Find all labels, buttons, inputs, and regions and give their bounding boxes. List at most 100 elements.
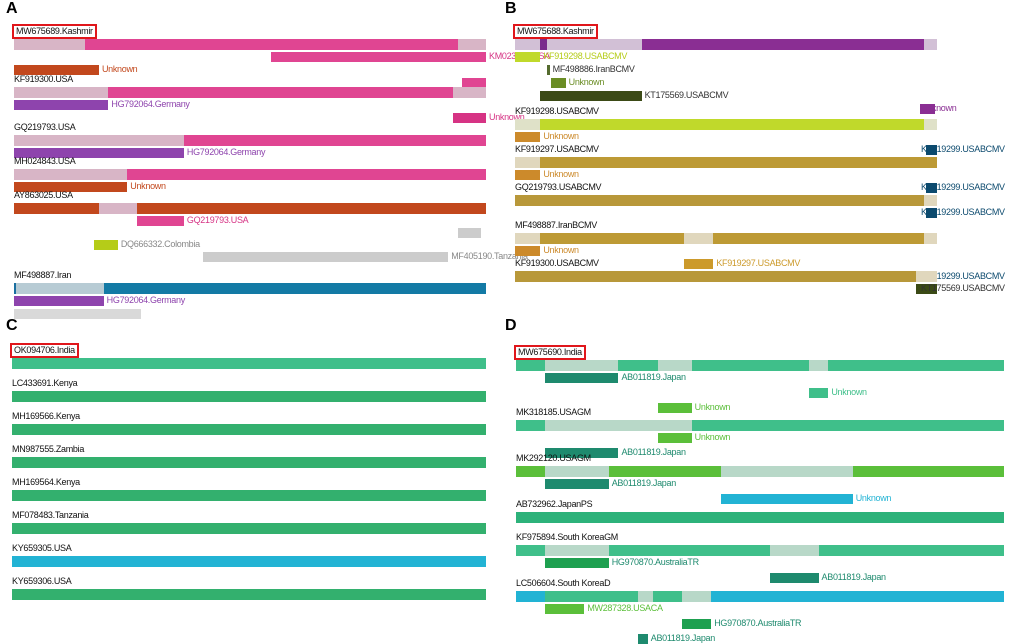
genome-bar-segment (924, 233, 937, 244)
genome-bar-segment (657, 420, 692, 431)
genome-bar-segment (638, 591, 653, 602)
genome-bar-segment (14, 39, 85, 50)
genome-bar-segment (683, 233, 714, 244)
recombinant-fragment (515, 52, 541, 62)
genome-bar-segment (652, 591, 682, 602)
fragment-parent-label: Unknown (543, 169, 579, 179)
fragment-parent-label: KF919299.USABCMV (921, 271, 1005, 281)
fragment-parent-label: Unknown (694, 432, 731, 442)
sequence-name: MW675688.Kashmir (513, 24, 598, 39)
genome-bar-segment (618, 360, 658, 371)
recombinant-fragment (457, 228, 482, 238)
genome-bar-segment (545, 360, 619, 371)
panel-label: B (505, 0, 517, 17)
fragment-parent-label: GQ219793.USA (186, 215, 249, 225)
sequence-name: AY863025.USA (14, 190, 73, 200)
genome-bar-segment (183, 203, 486, 214)
recombinant-fragment (920, 104, 935, 114)
sequence-name: LC506604.South KoreaD (516, 578, 611, 588)
fragment-parent-label: KT175569.USABCMV (921, 283, 1005, 293)
recombinant-fragment (657, 403, 692, 413)
genome-bar-segment (14, 135, 184, 146)
genome-bar-segment (808, 360, 829, 371)
recombinant-fragment (681, 619, 712, 629)
fragment-parent-label: Unknown (543, 131, 579, 141)
fragment-parent-label: HG792064.Germany (186, 147, 266, 157)
sequence-name: MF498887.Iran (14, 270, 72, 280)
recombinant-fragment (545, 604, 585, 614)
sequence-name: OK094706.India (10, 343, 79, 358)
recombinant-fragment (657, 433, 692, 443)
fragment-parent-label: Unknown (568, 77, 605, 87)
fragment-parent-label: AB011819.Japan (611, 478, 677, 488)
recombinant-fragment (550, 78, 566, 88)
recombinant-fragment (14, 100, 109, 110)
recombinant-fragment (915, 284, 937, 294)
genome-bar-segment (515, 195, 925, 206)
genome-bar-segment (545, 591, 638, 602)
recombinant-fragment (202, 252, 449, 262)
fragment-parent-label: DQ666332.Colombia (120, 239, 200, 249)
sequence-name: MF498887.IranBCMV (515, 220, 597, 230)
panel-label: D (505, 317, 517, 334)
genome-bar-segment (713, 233, 925, 244)
fragment-parent-label: Unknown (831, 387, 867, 397)
recombinant-fragment (769, 573, 819, 583)
genome-bar-segment (681, 591, 712, 602)
genome-bar-segment (691, 420, 1004, 431)
sequence-name: MH024843.USA (14, 156, 76, 166)
panel-label: C (6, 317, 18, 334)
recombinant-fragment (926, 208, 937, 218)
sequence-name: MW675689.Kashmir (12, 24, 97, 39)
genome-bar-segment (545, 420, 658, 431)
fragment-parent-label: Unknown (921, 103, 957, 113)
fragment-parent-label: HG970870.AustraliaTR (611, 557, 699, 567)
genome-bar-segment (12, 391, 486, 402)
sequence-name: KF919300.USA (14, 74, 73, 84)
genome-bar-segment (540, 39, 547, 50)
genome-bar-segment (14, 87, 109, 98)
genome-bar-segment (12, 424, 486, 435)
genome-bar-segment (12, 490, 486, 501)
recombinant-fragment (515, 170, 541, 180)
genome-bar-segment (546, 39, 642, 50)
genome-bar-segment (103, 283, 486, 294)
genome-bar-segment (641, 39, 925, 50)
recombinant-fragment (271, 52, 486, 62)
sequence-name: GQ219793.USABCMV (515, 182, 602, 192)
genome-bar-segment (828, 360, 1004, 371)
fragment-parent-label: AB011819.Japan (650, 633, 716, 643)
genome-bar-segment (657, 360, 692, 371)
genome-bar-segment (540, 157, 937, 168)
fragment-parent-label: Unknown (543, 245, 579, 255)
sequence-name: MK292120.USAGM (516, 453, 591, 463)
genome-bar-segment (516, 420, 546, 431)
fragment-parent-label: HG792064.Germany (111, 99, 190, 109)
sequence-name: AB732962.JapanPS (516, 499, 593, 509)
recombinant-fragment (452, 113, 486, 123)
sequence-name: KY659306.USA (12, 576, 72, 586)
genome-bar-segment (136, 203, 184, 214)
genome-bar-segment (12, 556, 486, 567)
fragment-parent-label: HG970870.AustraliaTR (714, 618, 802, 628)
recombinant-fragment (462, 78, 486, 88)
sequence-name: MN987555.Zambia (12, 444, 85, 454)
genome-bar-segment (12, 589, 486, 600)
genome-bar-segment (250, 39, 458, 50)
sequence-name: KY659305.USA (12, 543, 72, 553)
sequence-name: KF919300.USABCMV (515, 258, 599, 268)
genome-bar-segment (183, 135, 486, 146)
fragment-parent-label: AB011819.Japan (821, 572, 887, 582)
sequence-name: MW675690.India (514, 345, 586, 360)
recombinant-fragment (683, 259, 714, 269)
recombinant-fragment (136, 216, 184, 226)
figure-panels: AMW675689.KashmirKM023744.USAUnknownKF91… (6, 0, 1005, 644)
sequence-name: GQ219793.USA (14, 122, 76, 132)
recombinant-fragment (638, 634, 648, 644)
recombinant-fragment (515, 132, 541, 142)
sequence-name: KF919297.USABCMV (515, 144, 599, 154)
genome-bar-segment (852, 466, 1004, 477)
recombinant-fragment (545, 558, 609, 568)
genome-bar-segment (516, 591, 546, 602)
genome-bar-segment (127, 169, 486, 180)
